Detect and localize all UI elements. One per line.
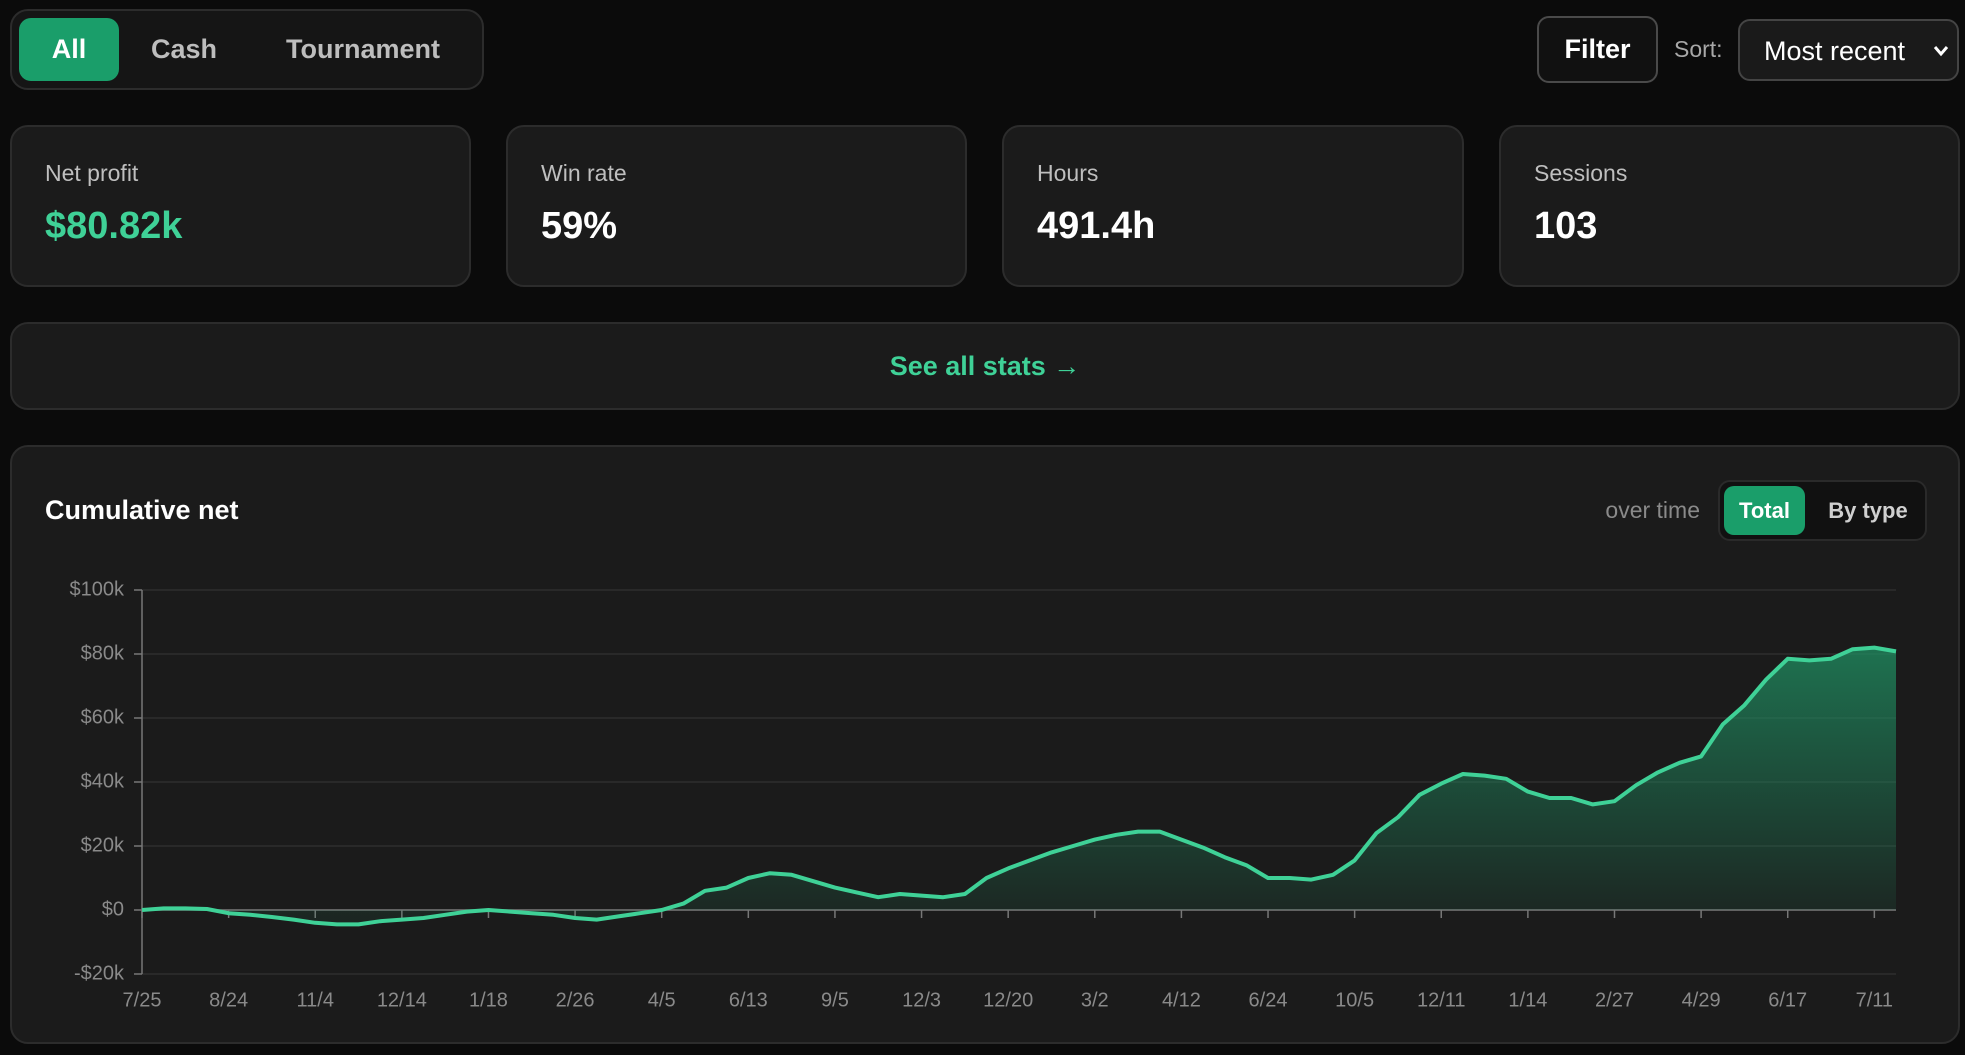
x-tick-label: 7/11 bbox=[1856, 989, 1893, 1011]
y-tick-label: -$20k bbox=[74, 962, 125, 984]
toggle-by-type[interactable]: By type bbox=[1828, 498, 1908, 523]
stat-label: Win rate bbox=[541, 160, 627, 186]
chevron bbox=[1933, 46, 1949, 57]
tab[interactable]: All bbox=[19, 18, 119, 81]
x-tick-label: 4/5 bbox=[648, 989, 676, 1011]
sort-label: Sort: bbox=[1674, 36, 1723, 62]
x-tick-label: 12/3 bbox=[902, 989, 941, 1011]
stat-card: Win rate 59% bbox=[506, 125, 967, 287]
tab[interactable]: Cash bbox=[150, 34, 218, 64]
chart-card: Cumulative net over time Total By type bbox=[10, 445, 1960, 1044]
stat-card: Sessions 103 bbox=[1499, 125, 1960, 287]
chart-title: Cumulative net bbox=[45, 495, 239, 525]
toggle-total[interactable]: Total bbox=[1724, 486, 1805, 535]
stat-label: Net profit bbox=[45, 160, 139, 186]
x-tick-label: 12/14 bbox=[377, 989, 427, 1011]
x-tick-label: 8/24 bbox=[209, 989, 248, 1011]
y-tick-label: $20k bbox=[81, 834, 125, 856]
x-tick-label: 2/27 bbox=[1595, 989, 1634, 1011]
x-tick-label: 6/13 bbox=[729, 989, 768, 1011]
y-tick-label: $80k bbox=[81, 642, 125, 664]
sort-value: Most recent bbox=[1764, 36, 1906, 66]
x-tick-label: 11/4 bbox=[297, 989, 334, 1011]
x-tick-label: 2/26 bbox=[556, 989, 595, 1011]
x-tick-label: 3/2 bbox=[1081, 989, 1109, 1011]
stat-label: Sessions bbox=[1534, 160, 1628, 186]
y-tick-label: $60k bbox=[81, 706, 125, 728]
tab[interactable]: Tournament bbox=[286, 34, 440, 64]
stat-value: 59% bbox=[541, 205, 618, 247]
x-tick-label: 6/24 bbox=[1249, 989, 1288, 1011]
stat-label: Hours bbox=[1037, 160, 1099, 186]
area bbox=[142, 647, 1896, 925]
chart-subtitle: over time bbox=[1605, 497, 1700, 523]
line bbox=[141, 645, 1897, 927]
toggle: Total By type bbox=[1718, 480, 1927, 541]
stat-card: Net profit $80.82k bbox=[10, 125, 471, 287]
sort-select[interactable]: Most recent bbox=[1738, 19, 1959, 81]
see-all-link[interactable]: See all stats → bbox=[10, 322, 1960, 410]
y-tick-label: $100k bbox=[70, 578, 125, 600]
x-tick-label: 9/5 bbox=[821, 989, 849, 1011]
stat-value: 103 bbox=[1534, 205, 1598, 247]
x-tick-label: 4/29 bbox=[1682, 989, 1721, 1011]
y-tick-label: $40k bbox=[81, 770, 125, 792]
x-tick-label: 1/18 bbox=[469, 989, 508, 1011]
x-tick-label: 12/11 bbox=[1417, 989, 1466, 1011]
x-tick-label: 6/17 bbox=[1768, 989, 1807, 1011]
x-tick-label: 7/25 bbox=[123, 989, 162, 1011]
x-tick-label: 1/14 bbox=[1508, 989, 1547, 1011]
stat-value: 491.4h bbox=[1037, 205, 1156, 247]
y-tick-label: $0 bbox=[102, 898, 124, 920]
x-tick-label: 10/5 bbox=[1335, 989, 1374, 1011]
x-tick-label: 12/20 bbox=[983, 989, 1033, 1011]
x-tick-label: 4/12 bbox=[1162, 989, 1201, 1011]
stat-card: Hours 491.4h bbox=[1002, 125, 1464, 287]
filter-button[interactable]: Filter bbox=[1537, 16, 1658, 83]
stat-value: $80.82k bbox=[45, 205, 183, 247]
